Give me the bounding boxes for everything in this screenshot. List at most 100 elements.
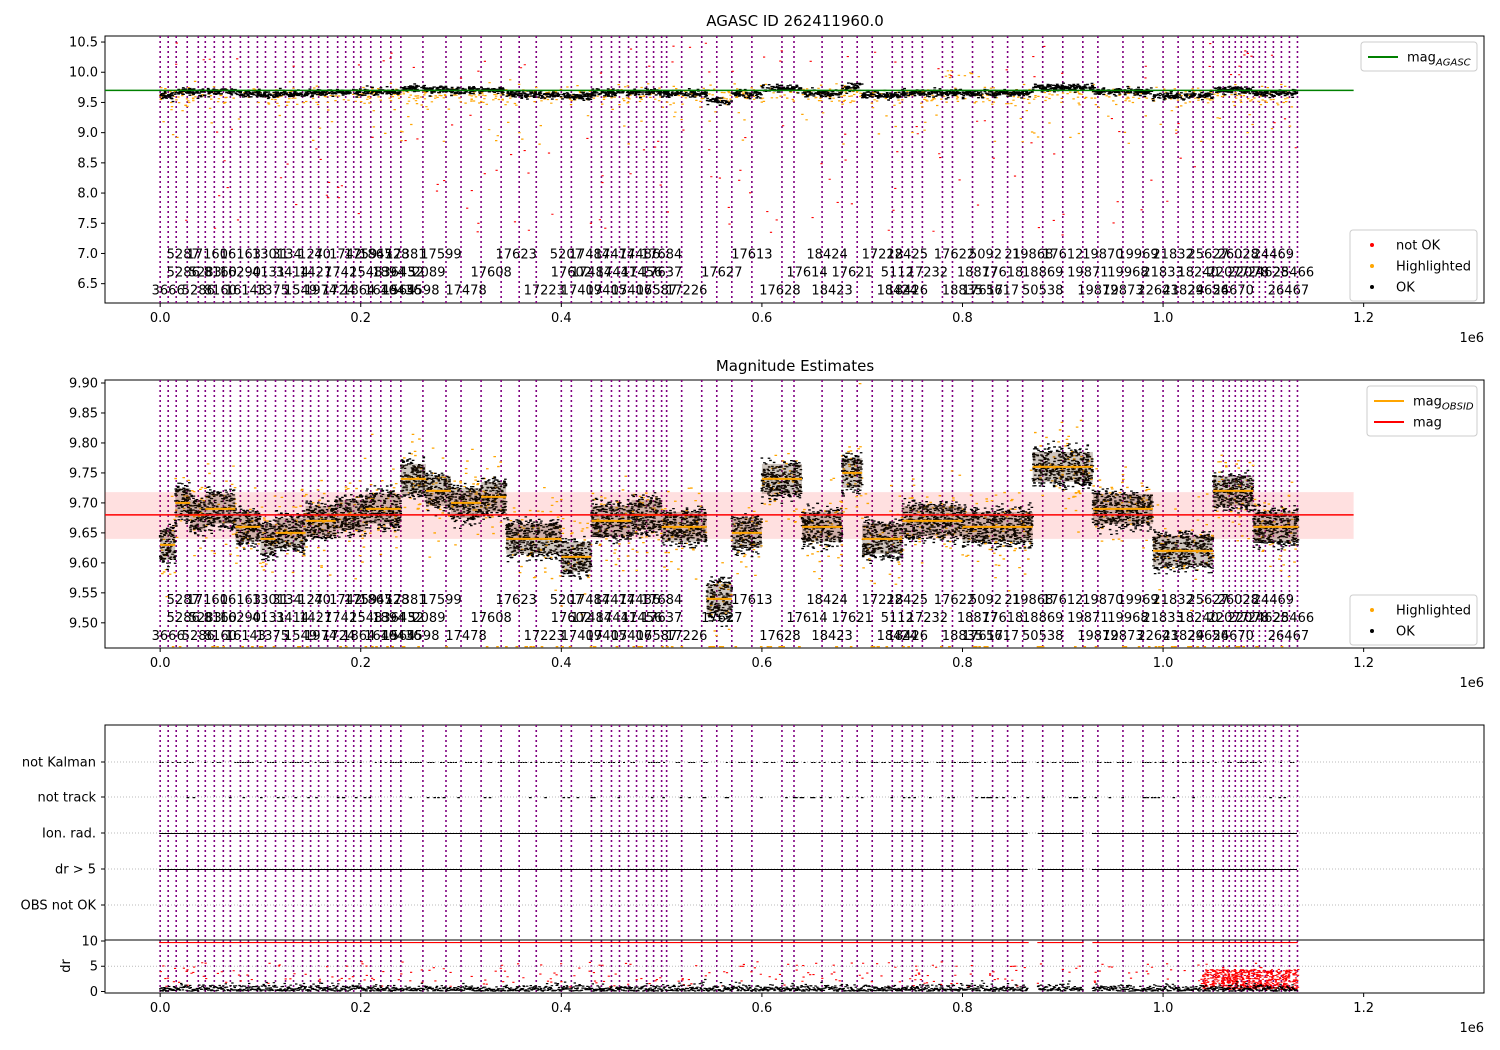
obsid-label: 17486	[619, 247, 660, 262]
x-tick-label: 0.8	[952, 1001, 973, 1016]
obsid-label: 4528	[376, 247, 409, 262]
obsid-label: 17614	[786, 266, 827, 281]
obsid-label: 1894	[372, 266, 405, 281]
obsid-label: 5287	[167, 247, 200, 262]
obsid-label: 26467	[1268, 284, 1309, 299]
obsid-label: 17637	[641, 611, 682, 626]
obsid-label: 17484	[571, 611, 612, 626]
obsid-label: 34	[285, 593, 302, 608]
axes-flags-frame	[104, 724, 1485, 994]
obsid-label: 18869	[1022, 611, 1063, 626]
obsid-label: 24469	[1253, 593, 1294, 608]
obsid-label: 17222	[862, 593, 903, 608]
obsid-label: 17623	[496, 247, 537, 262]
obsid-label: 1549	[284, 284, 317, 299]
obsid-label: 3643	[382, 611, 415, 626]
obsid-label: 16290	[220, 611, 261, 626]
obsid-label: 21832	[1152, 247, 1193, 262]
obsid-label: 19873	[1102, 629, 1143, 644]
obsid-label: 21833	[1142, 611, 1183, 626]
obsid-label: 5112	[881, 611, 914, 626]
obsid-label: 17484	[569, 593, 610, 608]
obsid-label: 17474	[594, 247, 635, 262]
obsid-label: 17232	[907, 266, 948, 281]
axes-agasc-frame	[104, 35, 1485, 304]
obsid-label: 5092	[969, 593, 1002, 608]
obsid-label: 16143	[225, 284, 266, 299]
mag-y-tick-label: 9.80	[69, 436, 98, 451]
obsid-label: 17456	[621, 266, 662, 281]
obsid-label: 1301	[252, 593, 285, 608]
obsid-label: 17608	[470, 266, 511, 281]
obsid-label: 18424	[877, 629, 918, 644]
obsid-label: 1548	[349, 266, 382, 281]
obsid-label: 17160	[187, 593, 228, 608]
mag-y-tick-label: 9.85	[69, 406, 98, 421]
obsid-label: 17405	[586, 284, 627, 299]
obsid-label: 16163	[220, 593, 261, 608]
obsid-label: 22077	[1208, 611, 1249, 626]
obsid-label: 31	[272, 593, 289, 608]
axes-flags-dr-ylabel: dr	[59, 959, 74, 973]
obsid-label: 1894	[372, 611, 405, 626]
obsid-label: 19871	[1067, 611, 1108, 626]
dr-gt-5-points	[159, 869, 1298, 870]
obsid-label: 22643	[1137, 284, 1178, 299]
mag-y-tick-label: 9.65	[69, 526, 98, 541]
flag-row-label: not track	[37, 791, 96, 806]
obsid-label: 21833	[1142, 266, 1183, 281]
obsid-label: 16290	[220, 266, 261, 281]
obsid-label: 5283	[189, 266, 222, 281]
obsid-label: 4528	[376, 593, 409, 608]
obsid-label: 17684	[641, 593, 682, 608]
obsid-label: 18423	[811, 284, 852, 299]
obsid-label: 40	[314, 593, 331, 608]
obsid-label: 40	[314, 247, 331, 262]
agasc-y-tick-label: 10.5	[69, 36, 98, 51]
obsid-label: 1375	[256, 284, 289, 299]
obsid-label: 17599	[420, 593, 461, 608]
obsid-label: 16163	[220, 247, 261, 262]
obsid-label: 5286	[167, 611, 200, 626]
obsid-label: 17599	[420, 247, 461, 262]
axes-agasc-x-offset-label: 1e6	[1459, 331, 1484, 346]
obsid-label: 17627	[701, 611, 742, 626]
obsid-label: 17628	[759, 629, 800, 644]
obsid-label: 17478	[445, 284, 486, 299]
obsid-label: 1649	[364, 284, 397, 299]
obsid-label: 16436	[380, 629, 421, 644]
obsid-label: 17223	[524, 284, 565, 299]
obsid-label: 1759	[344, 593, 377, 608]
obsid-label: 21829	[1162, 629, 1203, 644]
obsid-label: 19871	[1067, 266, 1108, 281]
axes-agasc-title: AGASC ID 262411960.0	[706, 12, 884, 30]
agasc-legend-bottom-dot-swatch	[1370, 243, 1374, 247]
obsid-label: 5092	[969, 247, 1002, 262]
agasc-legend-top-box	[1360, 41, 1478, 72]
obsid-label: 19969	[1117, 247, 1158, 262]
obsid-label: 17406	[611, 629, 652, 644]
obsid-label: 52	[408, 266, 425, 281]
obsid-label: 25466	[1273, 266, 1314, 281]
mag-y-tick-label: 9.50	[69, 616, 98, 631]
obsid-label: 17160	[187, 247, 228, 262]
obsid-label: 18425	[887, 247, 928, 262]
dr-tick-label: 5	[90, 960, 98, 975]
obsid-label: 17628	[759, 284, 800, 299]
x-tick-label: 0.2	[350, 311, 371, 326]
obsid-label: 17618	[982, 611, 1023, 626]
dr-tick-label: 10	[81, 935, 98, 950]
x-tick-label: 1.0	[1153, 1001, 1174, 1016]
x-tick-label: 0.4	[551, 311, 572, 326]
axes-agasc: AGASC ID 262411960.0 1e6 0.0 0.2 0.4 0.6 0.8…	[69, 12, 1485, 346]
axes-mag-plot-area: 0.0 0.2 0.4 0.6 0.8 1.0 1.2 9.50 9.55 9.60 9.65 9.7…	[69, 376, 1478, 671]
obsid-label: 2089	[412, 611, 445, 626]
axes-mag-title: Magnitude Estimates	[716, 357, 874, 375]
obsid-label: 17226	[666, 629, 707, 644]
dr-ok-points	[159, 978, 1299, 992]
axes-mag-frame	[104, 379, 1485, 649]
obsid-label: 25466	[1273, 611, 1314, 626]
obsid-label: 127	[298, 247, 323, 262]
obsid-label: 17405	[586, 629, 627, 644]
obsid-label: 17684	[641, 247, 682, 262]
